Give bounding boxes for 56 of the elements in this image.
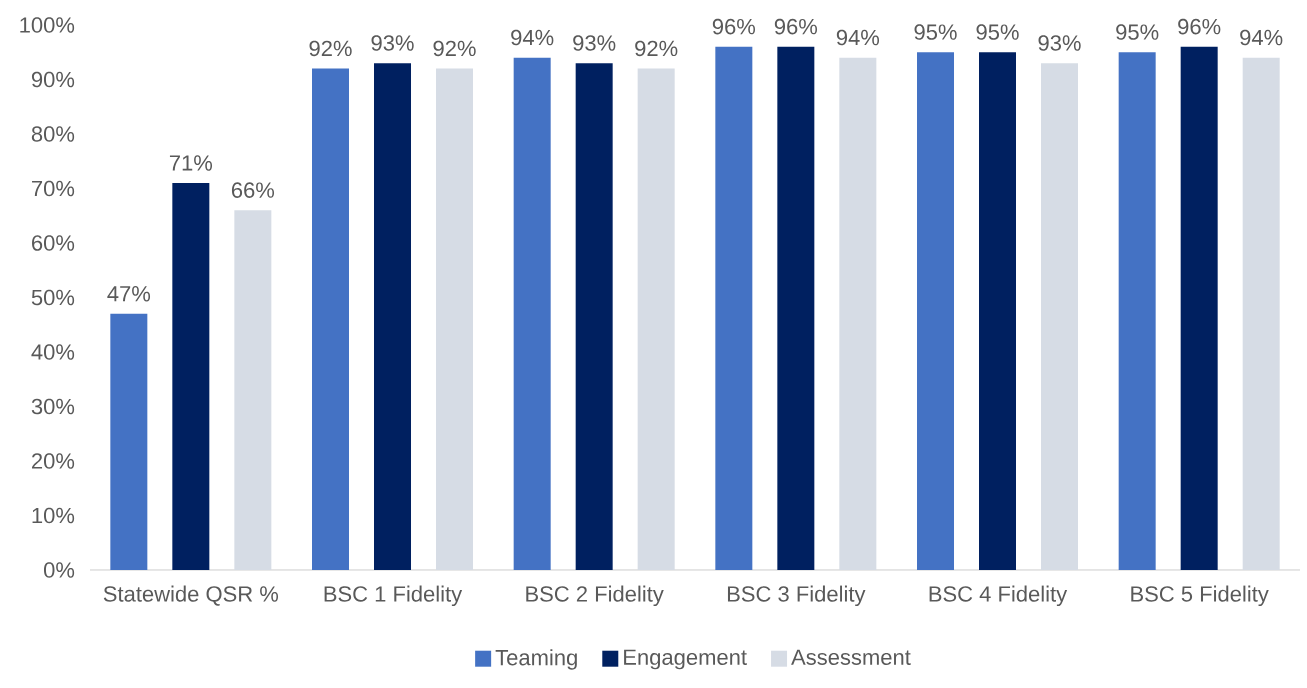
- data-label: 92%: [309, 40, 352, 57]
- data-label: 94%: [511, 29, 554, 46]
- bar: [1041, 63, 1079, 570]
- bar: [312, 68, 349, 570]
- legend-label: Assessment: [791, 649, 911, 665]
- bar: [637, 68, 675, 570]
- data-label: 92%: [433, 40, 476, 57]
- data-label: 66%: [231, 182, 275, 198]
- data-label: 96%: [712, 18, 756, 35]
- x-tick-label: BSC 1 Fidelity: [324, 585, 463, 607]
- data-label: 96%: [774, 18, 818, 35]
- bar: [777, 46, 815, 570]
- y-tick-label: 20%: [32, 453, 75, 469]
- bar: [715, 46, 753, 570]
- x-tick-label: BSC 5 Fidelity: [1131, 585, 1269, 607]
- data-label: 95%: [1116, 24, 1159, 40]
- data-label: 93%: [1038, 35, 1081, 51]
- x-tick-label: BSC 2 Fidelity: [526, 585, 664, 607]
- data-label: 92%: [635, 40, 678, 57]
- bar: [1180, 46, 1218, 570]
- y-tick-label: 90%: [31, 71, 75, 88]
- y-tick-label: 70%: [32, 180, 75, 197]
- data-label: 95%: [976, 24, 1019, 40]
- bar: [575, 63, 613, 570]
- bar: [436, 68, 473, 570]
- bar: [513, 57, 551, 570]
- y-tick-label: 0%: [43, 562, 75, 578]
- bar: [110, 313, 148, 570]
- y-tick-label: 30%: [31, 398, 75, 415]
- x-tick-label: BSC 3 Fidelity: [727, 585, 866, 607]
- data-label: 95%: [914, 24, 957, 40]
- x-tick-label: Statewide QSR %: [103, 585, 279, 606]
- y-tick-label: 100%: [20, 17, 75, 33]
- y-tick-label: 50%: [31, 289, 75, 306]
- bar: [1118, 52, 1156, 570]
- data-label: 93%: [573, 35, 616, 51]
- data-label: 47%: [107, 286, 151, 302]
- bar: [917, 52, 955, 570]
- bar: [839, 57, 877, 570]
- bar: [1242, 57, 1280, 570]
- x-tick-label: BSC 4 Fidelity: [929, 585, 1068, 607]
- data-label: 94%: [836, 29, 880, 46]
- bar: [234, 210, 272, 570]
- y-tick-label: 40%: [31, 344, 75, 360]
- y-tick-label: 60%: [32, 235, 75, 251]
- data-label: 71%: [169, 155, 213, 171]
- data-label: 94%: [1240, 29, 1283, 46]
- y-tick-label: 10%: [32, 507, 75, 524]
- legend-label: Teaming: [495, 649, 577, 670]
- bar: [979, 52, 1016, 570]
- bar: [172, 183, 210, 570]
- y-tick-label: 80%: [31, 126, 75, 142]
- data-label: 96%: [1178, 18, 1221, 35]
- legend-label: Engagement: [624, 649, 747, 670]
- bar: [374, 63, 411, 570]
- data-label: 93%: [371, 35, 414, 51]
